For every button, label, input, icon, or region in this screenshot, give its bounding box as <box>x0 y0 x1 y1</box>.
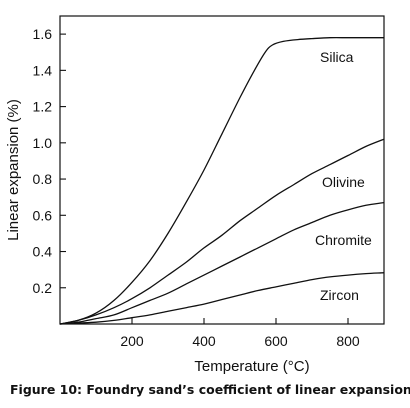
series-label-silica: Silica <box>320 49 354 65</box>
y-tick-label: 0.2 <box>33 280 53 296</box>
line-chart: 200 400 600 800 0.2 0.4 0.6 0.8 1.0 1.2 1.4 1.6 Sil… <box>5 15 385 375</box>
series-line-olivine <box>59 138 385 325</box>
y-tick-label: 0.8 <box>33 171 53 187</box>
y-tick-label: 1.6 <box>33 26 53 42</box>
ticks-layer: 200 400 600 800 0.2 0.4 0.6 0.8 1.0 1.2 1.4 1.6 <box>33 26 360 349</box>
series-label-zircon: Zircon <box>320 287 359 303</box>
y-tick-label: 1.2 <box>33 99 53 115</box>
x-tick-label: 800 <box>336 333 360 349</box>
x-tick-label: 400 <box>192 333 216 349</box>
y-tick-label: 1.4 <box>33 62 53 78</box>
series-line-silica <box>59 37 384 325</box>
x-tick-label: 200 <box>120 333 144 349</box>
x-axis-title: Temperature (°C) <box>194 358 309 375</box>
y-tick-label: 0.4 <box>33 244 53 260</box>
series-label-chromite: Chromite <box>315 232 372 248</box>
series-label-olivine: Olivine <box>322 174 365 190</box>
figure-caption: Figure 10: Foundry sand’s coefficient of… <box>10 382 410 397</box>
series-layer: Silica Olivine Chromite Zircon <box>59 37 385 325</box>
plot-frame <box>59 15 385 325</box>
y-tick-label: 1.0 <box>33 135 53 151</box>
series-line-zircon <box>59 272 385 325</box>
series-line-chromite <box>59 201 385 325</box>
y-axis-title: Linear expansion (%) <box>5 99 22 241</box>
x-tick-label: 600 <box>264 333 288 349</box>
y-tick-label: 0.6 <box>33 207 53 223</box>
